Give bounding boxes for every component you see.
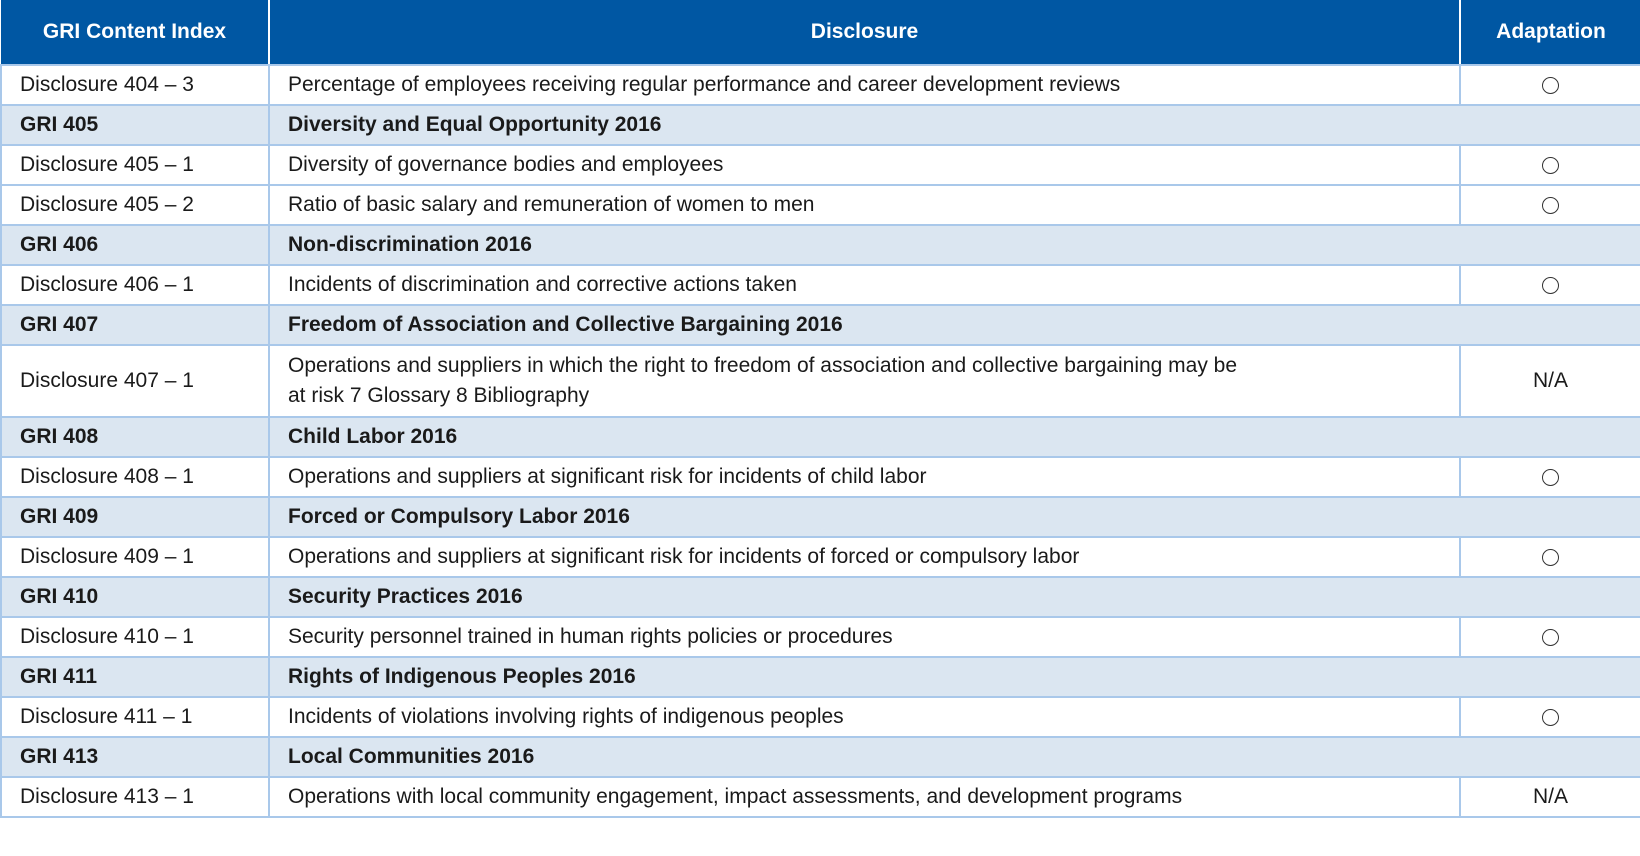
disclosure-text: Incidents of violations involving rights… bbox=[268, 696, 1461, 738]
gri-standard-code: GRI 413 bbox=[0, 736, 270, 778]
column-header-gri-content-index: GRI Content Index bbox=[1, 0, 270, 66]
table-row: Disclosure 413 – 1 Operations with local… bbox=[0, 776, 1640, 818]
table-header-row: GRI Content Index Disclosure Adaptation bbox=[1, 0, 1640, 66]
table-row: Disclosure 404 – 3 Percentage of employe… bbox=[0, 64, 1640, 106]
disclosure-text: Operations and suppliers in which the ri… bbox=[268, 344, 1461, 418]
adaptation-cell bbox=[1459, 696, 1640, 738]
table-row: Disclosure 408 – 1 Operations and suppli… bbox=[0, 456, 1640, 498]
gri-standard-title: Security Practices 2016 bbox=[268, 576, 1640, 618]
disclosure-index: Disclosure 405 – 1 bbox=[0, 144, 270, 186]
disclosure-index: Disclosure 405 – 2 bbox=[0, 184, 270, 226]
disclosure-text: Diversity of governance bodies and emplo… bbox=[268, 144, 1461, 186]
gri-standard-code: GRI 408 bbox=[0, 416, 270, 458]
adaptation-cell bbox=[1459, 184, 1640, 226]
gri-standard-title: Forced or Compulsory Labor 2016 bbox=[268, 496, 1640, 538]
gri-group-row: GRI 405 Diversity and Equal Opportunity … bbox=[0, 104, 1640, 146]
gri-standard-title: Local Communities 2016 bbox=[268, 736, 1640, 778]
gri-standard-code: GRI 410 bbox=[0, 576, 270, 618]
gri-group-row: GRI 407 Freedom of Association and Colle… bbox=[0, 304, 1640, 346]
adaptation-value: N/A bbox=[1459, 344, 1640, 418]
gri-group-row: GRI 410 Security Practices 2016 bbox=[0, 576, 1640, 618]
circle-applied-icon bbox=[1542, 276, 1559, 294]
disclosure-text: Security personnel trained in human righ… bbox=[268, 616, 1461, 658]
disclosure-index: Disclosure 413 – 1 bbox=[0, 776, 270, 818]
circle-applied-icon bbox=[1542, 548, 1559, 566]
table-row: Disclosure 410 – 1 Security personnel tr… bbox=[0, 616, 1640, 658]
disclosure-index: Disclosure 411 – 1 bbox=[0, 696, 270, 738]
gri-content-index-table: GRI Content Index Disclosure Adaptation … bbox=[0, 0, 1640, 818]
gri-standard-code: GRI 409 bbox=[0, 496, 270, 538]
circle-applied-icon bbox=[1542, 76, 1559, 94]
disclosure-index: Disclosure 410 – 1 bbox=[0, 616, 270, 658]
disclosure-index: Disclosure 406 – 1 bbox=[0, 264, 270, 306]
disclosure-text: Operations with local community engageme… bbox=[268, 776, 1461, 818]
circle-applied-icon bbox=[1542, 468, 1559, 486]
gri-group-row: GRI 409 Forced or Compulsory Labor 2016 bbox=[0, 496, 1640, 538]
table-row: Disclosure 405 – 1 Diversity of governan… bbox=[0, 144, 1640, 186]
gri-standard-code: GRI 407 bbox=[0, 304, 270, 346]
adaptation-cell bbox=[1459, 264, 1640, 306]
gri-group-row: GRI 406 Non-discrimination 2016 bbox=[0, 224, 1640, 266]
column-header-disclosure: Disclosure bbox=[268, 0, 1461, 66]
adaptation-cell bbox=[1459, 536, 1640, 578]
gri-standard-title: Child Labor 2016 bbox=[268, 416, 1640, 458]
disclosure-text: Incidents of discrimination and correcti… bbox=[268, 264, 1461, 306]
adaptation-cell bbox=[1459, 64, 1640, 106]
gri-standard-code: GRI 405 bbox=[0, 104, 270, 146]
table-row: Disclosure 411 – 1 Incidents of violatio… bbox=[0, 696, 1640, 738]
disclosure-text: Operations and suppliers at significant … bbox=[268, 456, 1461, 498]
circle-applied-icon bbox=[1542, 156, 1559, 174]
gri-standard-code: GRI 411 bbox=[0, 656, 270, 698]
gri-group-row: GRI 411 Rights of Indigenous Peoples 201… bbox=[0, 656, 1640, 698]
disclosure-text-line-1: Operations and suppliers in which the ri… bbox=[288, 354, 1238, 377]
adaptation-cell bbox=[1459, 144, 1640, 186]
gri-standard-title: Freedom of Association and Collective Ba… bbox=[268, 304, 1640, 346]
disclosure-index: Disclosure 404 – 3 bbox=[0, 64, 270, 106]
table-row: Disclosure 407 – 1 Operations and suppli… bbox=[0, 344, 1640, 418]
disclosure-index: Disclosure 408 – 1 bbox=[0, 456, 270, 498]
gri-group-row: GRI 408 Child Labor 2016 bbox=[0, 416, 1640, 458]
gri-standard-title: Non-discrimination 2016 bbox=[268, 224, 1640, 266]
circle-applied-icon bbox=[1542, 628, 1559, 646]
gri-standard-code: GRI 406 bbox=[0, 224, 270, 266]
disclosure-text: Operations and suppliers at significant … bbox=[268, 536, 1461, 578]
disclosure-index: Disclosure 409 – 1 bbox=[0, 536, 270, 578]
column-header-adaptation: Adaptation bbox=[1459, 0, 1640, 66]
gri-standard-title: Rights of Indigenous Peoples 2016 bbox=[268, 656, 1640, 698]
disclosure-text-line-2: at risk 7 Glossary 8 Bibliography bbox=[288, 384, 590, 407]
table-row: Disclosure 406 – 1 Incidents of discrimi… bbox=[0, 264, 1640, 306]
table-row: Disclosure 405 – 2 Ratio of basic salary… bbox=[0, 184, 1640, 226]
circle-applied-icon bbox=[1542, 708, 1559, 726]
adaptation-value: N/A bbox=[1459, 776, 1640, 818]
gri-group-row: GRI 413 Local Communities 2016 bbox=[0, 736, 1640, 778]
disclosure-text: Percentage of employees receiving regula… bbox=[268, 64, 1461, 106]
disclosure-text: Ratio of basic salary and remuneration o… bbox=[268, 184, 1461, 226]
gri-standard-title: Diversity and Equal Opportunity 2016 bbox=[268, 104, 1640, 146]
table-row: Disclosure 409 – 1 Operations and suppli… bbox=[0, 536, 1640, 578]
adaptation-cell bbox=[1459, 616, 1640, 658]
circle-applied-icon bbox=[1542, 196, 1559, 214]
disclosure-index: Disclosure 407 – 1 bbox=[0, 344, 270, 418]
adaptation-cell bbox=[1459, 456, 1640, 498]
